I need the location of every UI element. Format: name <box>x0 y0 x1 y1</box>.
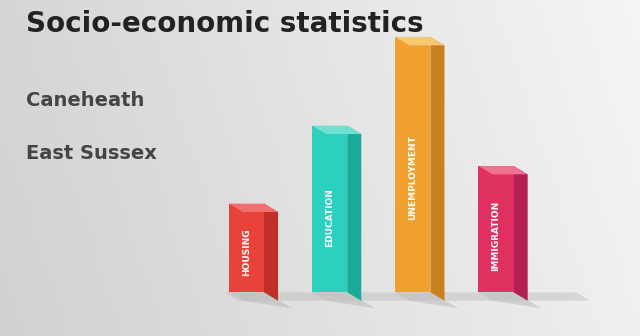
Polygon shape <box>312 292 375 308</box>
Polygon shape <box>430 37 445 301</box>
Polygon shape <box>396 292 458 308</box>
Text: UNEMPLOYMENT: UNEMPLOYMENT <box>408 135 417 220</box>
Polygon shape <box>229 292 292 308</box>
Polygon shape <box>312 126 347 292</box>
Polygon shape <box>479 166 528 174</box>
Polygon shape <box>479 292 541 308</box>
Text: IMMIGRATION: IMMIGRATION <box>492 200 500 270</box>
Polygon shape <box>229 204 278 212</box>
Text: East Sussex: East Sussex <box>26 144 156 164</box>
Text: Socio-economic statistics: Socio-economic statistics <box>26 10 423 38</box>
Text: Caneheath: Caneheath <box>26 91 144 110</box>
Polygon shape <box>229 204 264 292</box>
Polygon shape <box>347 126 361 301</box>
Text: HOUSING: HOUSING <box>242 228 251 276</box>
Polygon shape <box>479 166 514 292</box>
Polygon shape <box>312 126 361 134</box>
Polygon shape <box>264 204 278 301</box>
Polygon shape <box>396 37 430 292</box>
Polygon shape <box>396 37 445 45</box>
Text: EDUCATION: EDUCATION <box>325 188 334 247</box>
Polygon shape <box>224 292 590 301</box>
Polygon shape <box>514 166 528 301</box>
